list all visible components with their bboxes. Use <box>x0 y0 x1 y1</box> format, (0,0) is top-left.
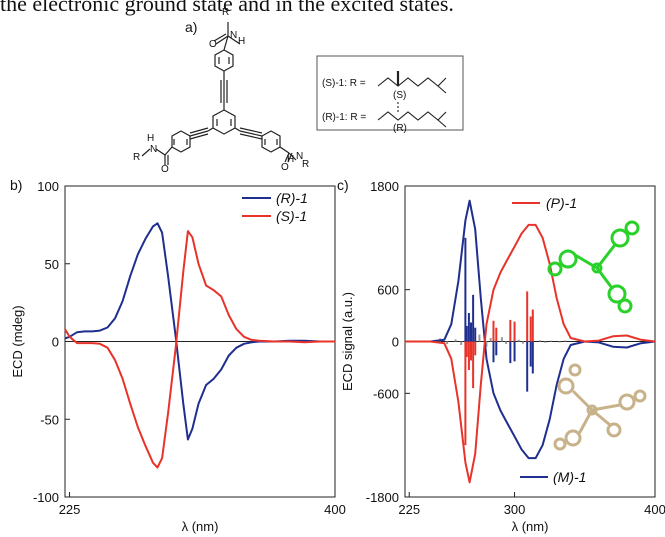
y-tick-label: -1800 <box>366 490 399 505</box>
r-group-box <box>316 55 464 131</box>
atom-n-right: N <box>296 151 303 162</box>
y-tick-label: 600 <box>377 283 399 298</box>
series-line-0 <box>64 222 335 441</box>
x-tick-label: 400 <box>324 502 346 517</box>
r-group-line-s: (S)-1: R = <box>322 78 366 89</box>
atom-r-left: R <box>133 152 140 163</box>
x-tick-label: 225 <box>59 502 81 517</box>
y-tick-label: 50 <box>45 257 59 272</box>
y-tick-label: -100 <box>33 490 59 505</box>
r-group-line-r: (R)-1: R = <box>322 112 366 123</box>
x-tick-label: 225 <box>398 502 420 517</box>
chart-c-legend-m: (M)-1 <box>553 469 586 485</box>
y-tick-label: -600 <box>373 386 399 401</box>
stereo-label-s: (S) <box>393 90 406 101</box>
x-tick-label: 300 <box>504 502 526 517</box>
chart-c-xlabel: λ (nm) <box>512 519 549 534</box>
atom-o-right: O <box>281 162 289 173</box>
panel-label-b: b) <box>10 177 23 193</box>
atom-h-left: H <box>147 133 154 144</box>
y-tick-label: 100 <box>37 179 59 194</box>
chart-b-legend-r: (R)-1 <box>276 190 308 206</box>
molecule-tan-picture <box>553 363 647 451</box>
atom-h-top: H <box>238 36 245 47</box>
atom-o-top: O <box>209 39 217 50</box>
y-tick-label: -50 <box>40 412 59 427</box>
atom-o-left: O <box>161 164 169 175</box>
atom-r-right: R <box>302 159 309 170</box>
atom-n-top: N <box>230 30 237 41</box>
y-tick-label: 0 <box>52 335 59 350</box>
y-tick-label: 1800 <box>370 179 399 194</box>
chart-b-xlabel: λ (nm) <box>182 519 219 534</box>
y-tick-label: 0 <box>392 335 399 350</box>
caption-line: the electronic ground state and in the e… <box>0 0 454 16</box>
chart-b-legend-s: (S)-1 <box>276 208 307 224</box>
chart-c-legend-p: (P)-1 <box>546 195 577 211</box>
atom-n-left: N <box>150 144 157 155</box>
stereo-label-r: (R) <box>393 123 407 134</box>
atom-h-right: H <box>287 154 294 165</box>
chart-c-ylabel: ECD signal (a.u.) <box>340 292 355 391</box>
series-line-1 <box>405 223 656 484</box>
panel-label-c: c) <box>337 177 349 193</box>
chart-b-ylabel: ECD (mdeg) <box>10 305 25 377</box>
panel-label-a: a) <box>185 19 198 35</box>
x-tick-label: 400 <box>644 502 665 517</box>
molecule-green-picture <box>547 220 640 314</box>
series-line-1 <box>64 230 335 469</box>
atom-r-top: R <box>222 7 229 18</box>
